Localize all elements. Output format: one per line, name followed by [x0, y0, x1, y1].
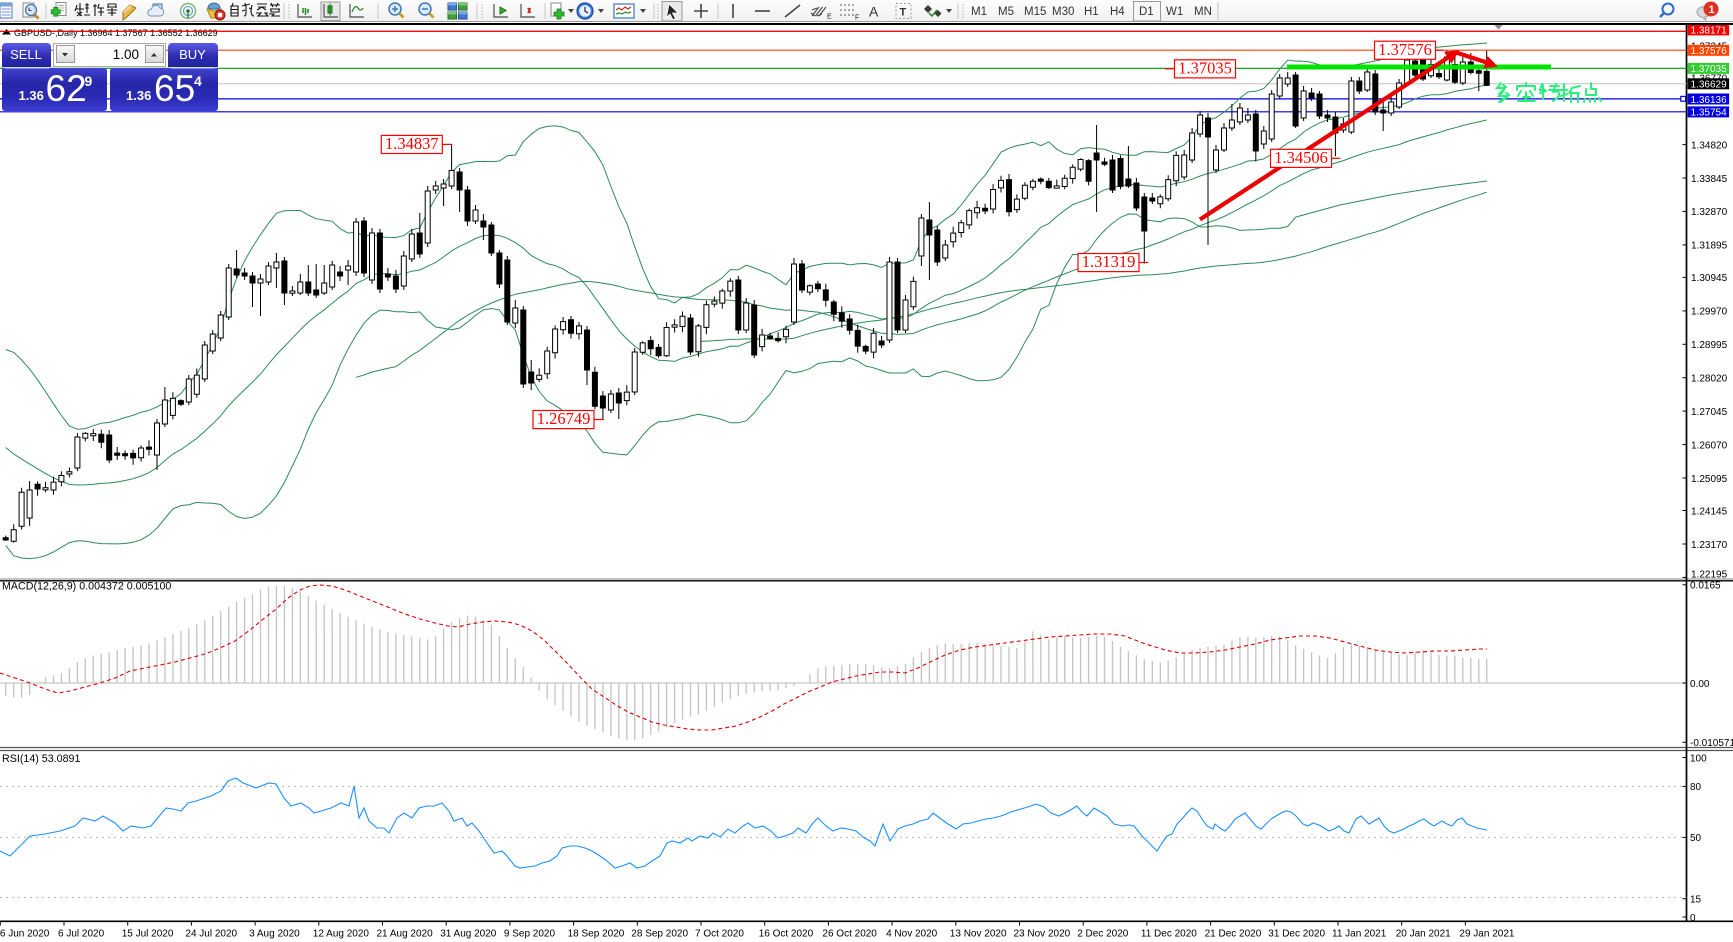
- svg-text:4 Nov 2020: 4 Nov 2020: [886, 929, 938, 940]
- svg-text:15 Jul 2020: 15 Jul 2020: [122, 929, 174, 940]
- svg-text:1.33845: 1.33845: [1691, 174, 1728, 185]
- svg-text:T: T: [900, 7, 907, 19]
- svg-text:11 Dec 2020: 11 Dec 2020: [1141, 929, 1197, 940]
- svg-text:1.37576: 1.37576: [1378, 40, 1432, 59]
- svg-text:1.37035: 1.37035: [1178, 58, 1232, 77]
- svg-text:A: A: [869, 4, 879, 20]
- svg-text:9 Sep 2020: 9 Sep 2020: [504, 929, 556, 940]
- svg-text:H4: H4: [1110, 6, 1125, 18]
- svg-text:26 Oct 2020: 26 Oct 2020: [822, 929, 877, 940]
- svg-text:31 Aug 2020: 31 Aug 2020: [440, 929, 497, 940]
- svg-text:1.24145: 1.24145: [1691, 506, 1728, 517]
- svg-text:E: E: [827, 14, 832, 21]
- svg-text:1.26749: 1.26749: [537, 409, 591, 428]
- svg-text:1.28020: 1.28020: [1691, 374, 1728, 385]
- svg-text:13 Nov 2020: 13 Nov 2020: [950, 929, 1007, 940]
- svg-text:1.36136: 1.36136: [1691, 95, 1728, 106]
- svg-text:1.26070: 1.26070: [1691, 440, 1728, 451]
- svg-text:RSI(14) 53.0891: RSI(14) 53.0891: [2, 753, 80, 765]
- svg-text:21 Dec 2020: 21 Dec 2020: [1205, 929, 1262, 940]
- svg-text:20 Jan 2021: 20 Jan 2021: [1396, 929, 1451, 940]
- svg-text:50: 50: [1690, 833, 1702, 844]
- svg-text:12 Aug 2020: 12 Aug 2020: [313, 929, 370, 940]
- svg-text:6 Jul 2020: 6 Jul 2020: [58, 929, 105, 940]
- svg-text:1.37576: 1.37576: [1691, 46, 1728, 57]
- svg-text:1.34506: 1.34506: [1274, 148, 1328, 167]
- svg-text:3 Aug 2020: 3 Aug 2020: [249, 929, 300, 940]
- svg-text:2 Dec 2020: 2 Dec 2020: [1077, 929, 1129, 940]
- svg-text:1: 1: [1709, 4, 1715, 16]
- svg-text:1.27045: 1.27045: [1691, 407, 1728, 418]
- svg-text:1.34820: 1.34820: [1691, 140, 1728, 151]
- svg-text:0: 0: [1690, 913, 1696, 924]
- svg-text:0.0165: 0.0165: [1690, 581, 1721, 592]
- svg-text:1.25095: 1.25095: [1691, 474, 1728, 485]
- svg-text:28 Sep 2020: 28 Sep 2020: [631, 929, 688, 940]
- svg-text:1.28995: 1.28995: [1691, 340, 1728, 351]
- svg-text:M1: M1: [971, 6, 987, 18]
- svg-text:D1: D1: [1139, 6, 1154, 18]
- svg-text:16 Oct 2020: 16 Oct 2020: [759, 929, 814, 940]
- svg-text:15: 15: [1690, 895, 1702, 906]
- svg-text:24 Jul 2020: 24 Jul 2020: [185, 929, 237, 940]
- svg-text:1.31895: 1.31895: [1691, 241, 1728, 252]
- svg-text:F: F: [855, 15, 859, 22]
- svg-text:1.37035: 1.37035: [1691, 64, 1728, 75]
- svg-text:1.23170: 1.23170: [1691, 540, 1728, 551]
- svg-text:80: 80: [1690, 782, 1702, 793]
- svg-text:1.29970: 1.29970: [1691, 307, 1728, 318]
- svg-text:26 Jun 2020: 26 Jun 2020: [0, 929, 50, 940]
- svg-text:H1: H1: [1084, 6, 1099, 18]
- svg-text:M30: M30: [1052, 6, 1074, 18]
- svg-text:31 Dec 2020: 31 Dec 2020: [1268, 929, 1325, 940]
- svg-text:W1: W1: [1166, 6, 1183, 18]
- svg-text:1.22195: 1.22195: [1691, 570, 1728, 581]
- svg-text:M5: M5: [998, 6, 1014, 18]
- svg-text:18 Sep 2020: 18 Sep 2020: [568, 929, 625, 940]
- svg-text:MACD(12,26,9) 0.004372 0.00510: MACD(12,26,9) 0.004372 0.005100: [2, 581, 171, 593]
- svg-text:GBPUSD-,Daily 1.36964 1.37567: GBPUSD-,Daily 1.36964 1.37567 1.36552 1.…: [14, 28, 218, 38]
- svg-text:100: 100: [1690, 753, 1707, 764]
- svg-text:1.36629: 1.36629: [1691, 80, 1728, 91]
- svg-text:21 Aug 2020: 21 Aug 2020: [377, 929, 434, 940]
- svg-text:-0.010571: -0.010571: [1690, 738, 1733, 749]
- svg-text:M15: M15: [1024, 6, 1046, 18]
- svg-text:29 Jan 2021: 29 Jan 2021: [1459, 929, 1514, 940]
- svg-text:1.32870: 1.32870: [1691, 207, 1728, 218]
- svg-text:1.35754: 1.35754: [1691, 108, 1728, 119]
- svg-text:1.34837: 1.34837: [385, 134, 439, 153]
- svg-text:7 Oct 2020: 7 Oct 2020: [695, 929, 744, 940]
- svg-text:0.00: 0.00: [1690, 679, 1710, 690]
- svg-text:11 Jan 2021: 11 Jan 2021: [1332, 929, 1387, 940]
- svg-text:1.31319: 1.31319: [1082, 252, 1136, 271]
- svg-text:1.38171: 1.38171: [1691, 26, 1728, 37]
- svg-text:23 Nov 2020: 23 Nov 2020: [1014, 929, 1071, 940]
- svg-text:MN: MN: [1194, 6, 1212, 18]
- svg-text:1.30945: 1.30945: [1691, 273, 1728, 284]
